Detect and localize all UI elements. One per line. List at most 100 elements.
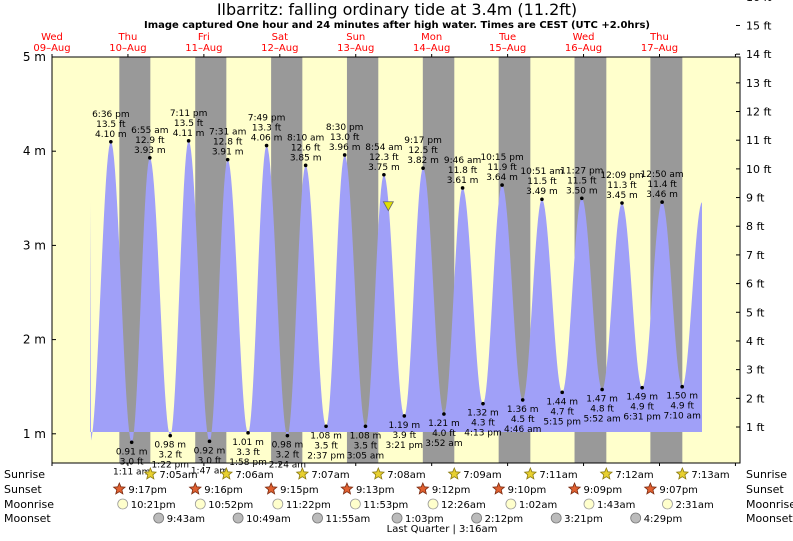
moonrise-icon bbox=[349, 498, 361, 510]
high-tide-time: 11:27 pm bbox=[560, 166, 603, 176]
low-tide-time: 3:52 am bbox=[425, 439, 462, 449]
sunrise-time: 7:05am bbox=[159, 470, 197, 481]
low-tide-metres: 1.08 m bbox=[310, 431, 342, 441]
day-date-label: 10–Aug bbox=[109, 43, 146, 54]
tide-extreme-point bbox=[382, 172, 386, 177]
low-tide-feet: 3.2 ft bbox=[276, 451, 300, 461]
high-tide-time: 12:50 am bbox=[641, 170, 684, 180]
moonset-time: 9:43am bbox=[167, 514, 205, 525]
day-name-label: Mon bbox=[421, 32, 442, 43]
sunrise-row-label-right: Sunrise bbox=[746, 468, 787, 481]
high-tide-time: 9:46 am bbox=[444, 156, 481, 166]
low-tide-feet: 4.7 ft bbox=[550, 407, 574, 417]
high-tide-time: 8:30 pm bbox=[326, 123, 364, 133]
y-right-tick-label: 4 ft bbox=[746, 335, 765, 348]
high-tide-feet: 13.3 ft bbox=[252, 124, 282, 134]
high-tide-time: 7:31 am bbox=[209, 128, 246, 138]
sunset-icon bbox=[643, 481, 658, 495]
day-name-label: Sat bbox=[272, 32, 288, 43]
low-tide-feet: 4.8 ft bbox=[590, 405, 614, 415]
low-tide-time: 1:58 pm bbox=[229, 458, 267, 468]
day-date-label: 17–Aug bbox=[641, 43, 678, 54]
low-tide-time: 4:13 pm bbox=[464, 429, 502, 439]
tide-extreme-point bbox=[500, 183, 504, 187]
moonset-time: 2:12pm bbox=[485, 514, 524, 525]
sunrise-icon bbox=[523, 466, 538, 480]
low-tide-metres: 1.01 m bbox=[232, 438, 264, 448]
tide-extreme-point bbox=[342, 153, 347, 157]
plot-border bbox=[51, 56, 741, 464]
moonrise-time: 1:43am bbox=[597, 500, 635, 511]
sunrise-time: 7:06am bbox=[235, 470, 273, 481]
low-tide-feet: 4.9 ft bbox=[630, 403, 654, 413]
day-date-label: 09–Aug bbox=[33, 43, 70, 54]
moonrise-time: 10:21pm bbox=[131, 500, 176, 511]
tide-extreme-point bbox=[148, 155, 152, 160]
sunset-time: 9:10pm bbox=[508, 485, 547, 496]
sunset-time: 9:12pm bbox=[432, 485, 471, 496]
tide-extreme-point bbox=[363, 424, 368, 429]
tide-extreme-point bbox=[303, 163, 308, 168]
low-tide-feet: 3.2 ft bbox=[158, 451, 182, 461]
low-tide-time: 5:15 pm bbox=[543, 417, 581, 427]
sunset-icon bbox=[567, 481, 582, 495]
sunset-time: 9:09pm bbox=[584, 485, 623, 496]
tide-extreme-point bbox=[442, 412, 446, 416]
low-tide-metres: 0.98 m bbox=[154, 441, 186, 451]
low-tide-time: 2:37 pm bbox=[307, 451, 345, 461]
day-name-label: Fri bbox=[198, 32, 210, 43]
high-tide-metres: 4.10 m bbox=[95, 130, 127, 140]
low-tide-feet: 4.9 ft bbox=[670, 402, 694, 412]
tide-extreme-point bbox=[285, 433, 290, 438]
tide-extreme-point bbox=[324, 424, 328, 429]
low-tide-feet: 3.0 ft bbox=[198, 456, 222, 466]
sunset-icon bbox=[416, 481, 430, 495]
moonset-icon bbox=[630, 512, 642, 524]
moonset-icon bbox=[391, 512, 403, 524]
sunrise-icon bbox=[143, 466, 158, 480]
moonrise-icon bbox=[272, 498, 284, 510]
tide-area bbox=[90, 141, 702, 443]
sunrise-time: 7:12am bbox=[615, 470, 653, 481]
low-tide-time: 6:31 pm bbox=[623, 413, 661, 423]
moonrise-icon bbox=[583, 498, 595, 510]
high-tide-time: 6:55 am bbox=[131, 126, 168, 136]
low-tide-time: 4:46 am bbox=[504, 425, 541, 435]
sunrise-row-label-left: Sunrise bbox=[4, 468, 45, 481]
high-tide-feet: 12.6 ft bbox=[291, 143, 321, 153]
high-tide-metres: 3.96 m bbox=[329, 143, 361, 153]
day-name-label: Wed bbox=[41, 32, 63, 43]
y-axis-left: 1 m 2 m 3 m 4 m 5 m bbox=[23, 50, 56, 441]
y-right-tick-label: 1 ft bbox=[746, 421, 765, 434]
low-tide-time: 3:05 am bbox=[347, 451, 384, 461]
low-tide-metres: 0.98 m bbox=[272, 441, 304, 451]
low-tide-metres: 1.36 m bbox=[507, 405, 539, 415]
moonrise-icon bbox=[117, 498, 129, 510]
low-tide-time: 5:52 am bbox=[583, 415, 620, 425]
day-name-label: Sun bbox=[346, 32, 365, 43]
sunrise-time: 7:09am bbox=[463, 470, 501, 481]
sunrise-time: 7:13am bbox=[691, 470, 729, 481]
high-tide-time: 10:15 pm bbox=[480, 153, 523, 163]
day-name-label: Thu bbox=[118, 32, 138, 43]
moonrise-time: 1:02am bbox=[519, 500, 557, 511]
y-right-tick-label: 15 ft bbox=[746, 19, 772, 32]
sunrise-icon bbox=[447, 466, 462, 480]
y-right-tick-label: 8 ft bbox=[746, 220, 765, 233]
high-tide-feet: 12.9 ft bbox=[135, 136, 165, 146]
high-tide-time: 8:54 am bbox=[365, 143, 402, 153]
sunset-time: 9:17pm bbox=[128, 485, 167, 496]
tide-extreme-point bbox=[207, 439, 212, 444]
day-date-label: 12–Aug bbox=[261, 43, 298, 54]
y-axis-right: 1 ft 2 ft 3 ft 4 ft 5 ft 6 ft 7 ft 8 ft 9 ft 10 f… bbox=[736, 0, 772, 434]
low-tide-time: 7:10 am bbox=[663, 412, 700, 422]
day-date-label: 13–Aug bbox=[337, 43, 374, 54]
moonset-icon bbox=[471, 512, 483, 524]
tide-extreme-point bbox=[186, 139, 191, 143]
low-tide-feet: 3.9 ft bbox=[392, 431, 416, 441]
sunset-icon bbox=[491, 481, 506, 495]
moonrise-icon bbox=[662, 498, 673, 510]
